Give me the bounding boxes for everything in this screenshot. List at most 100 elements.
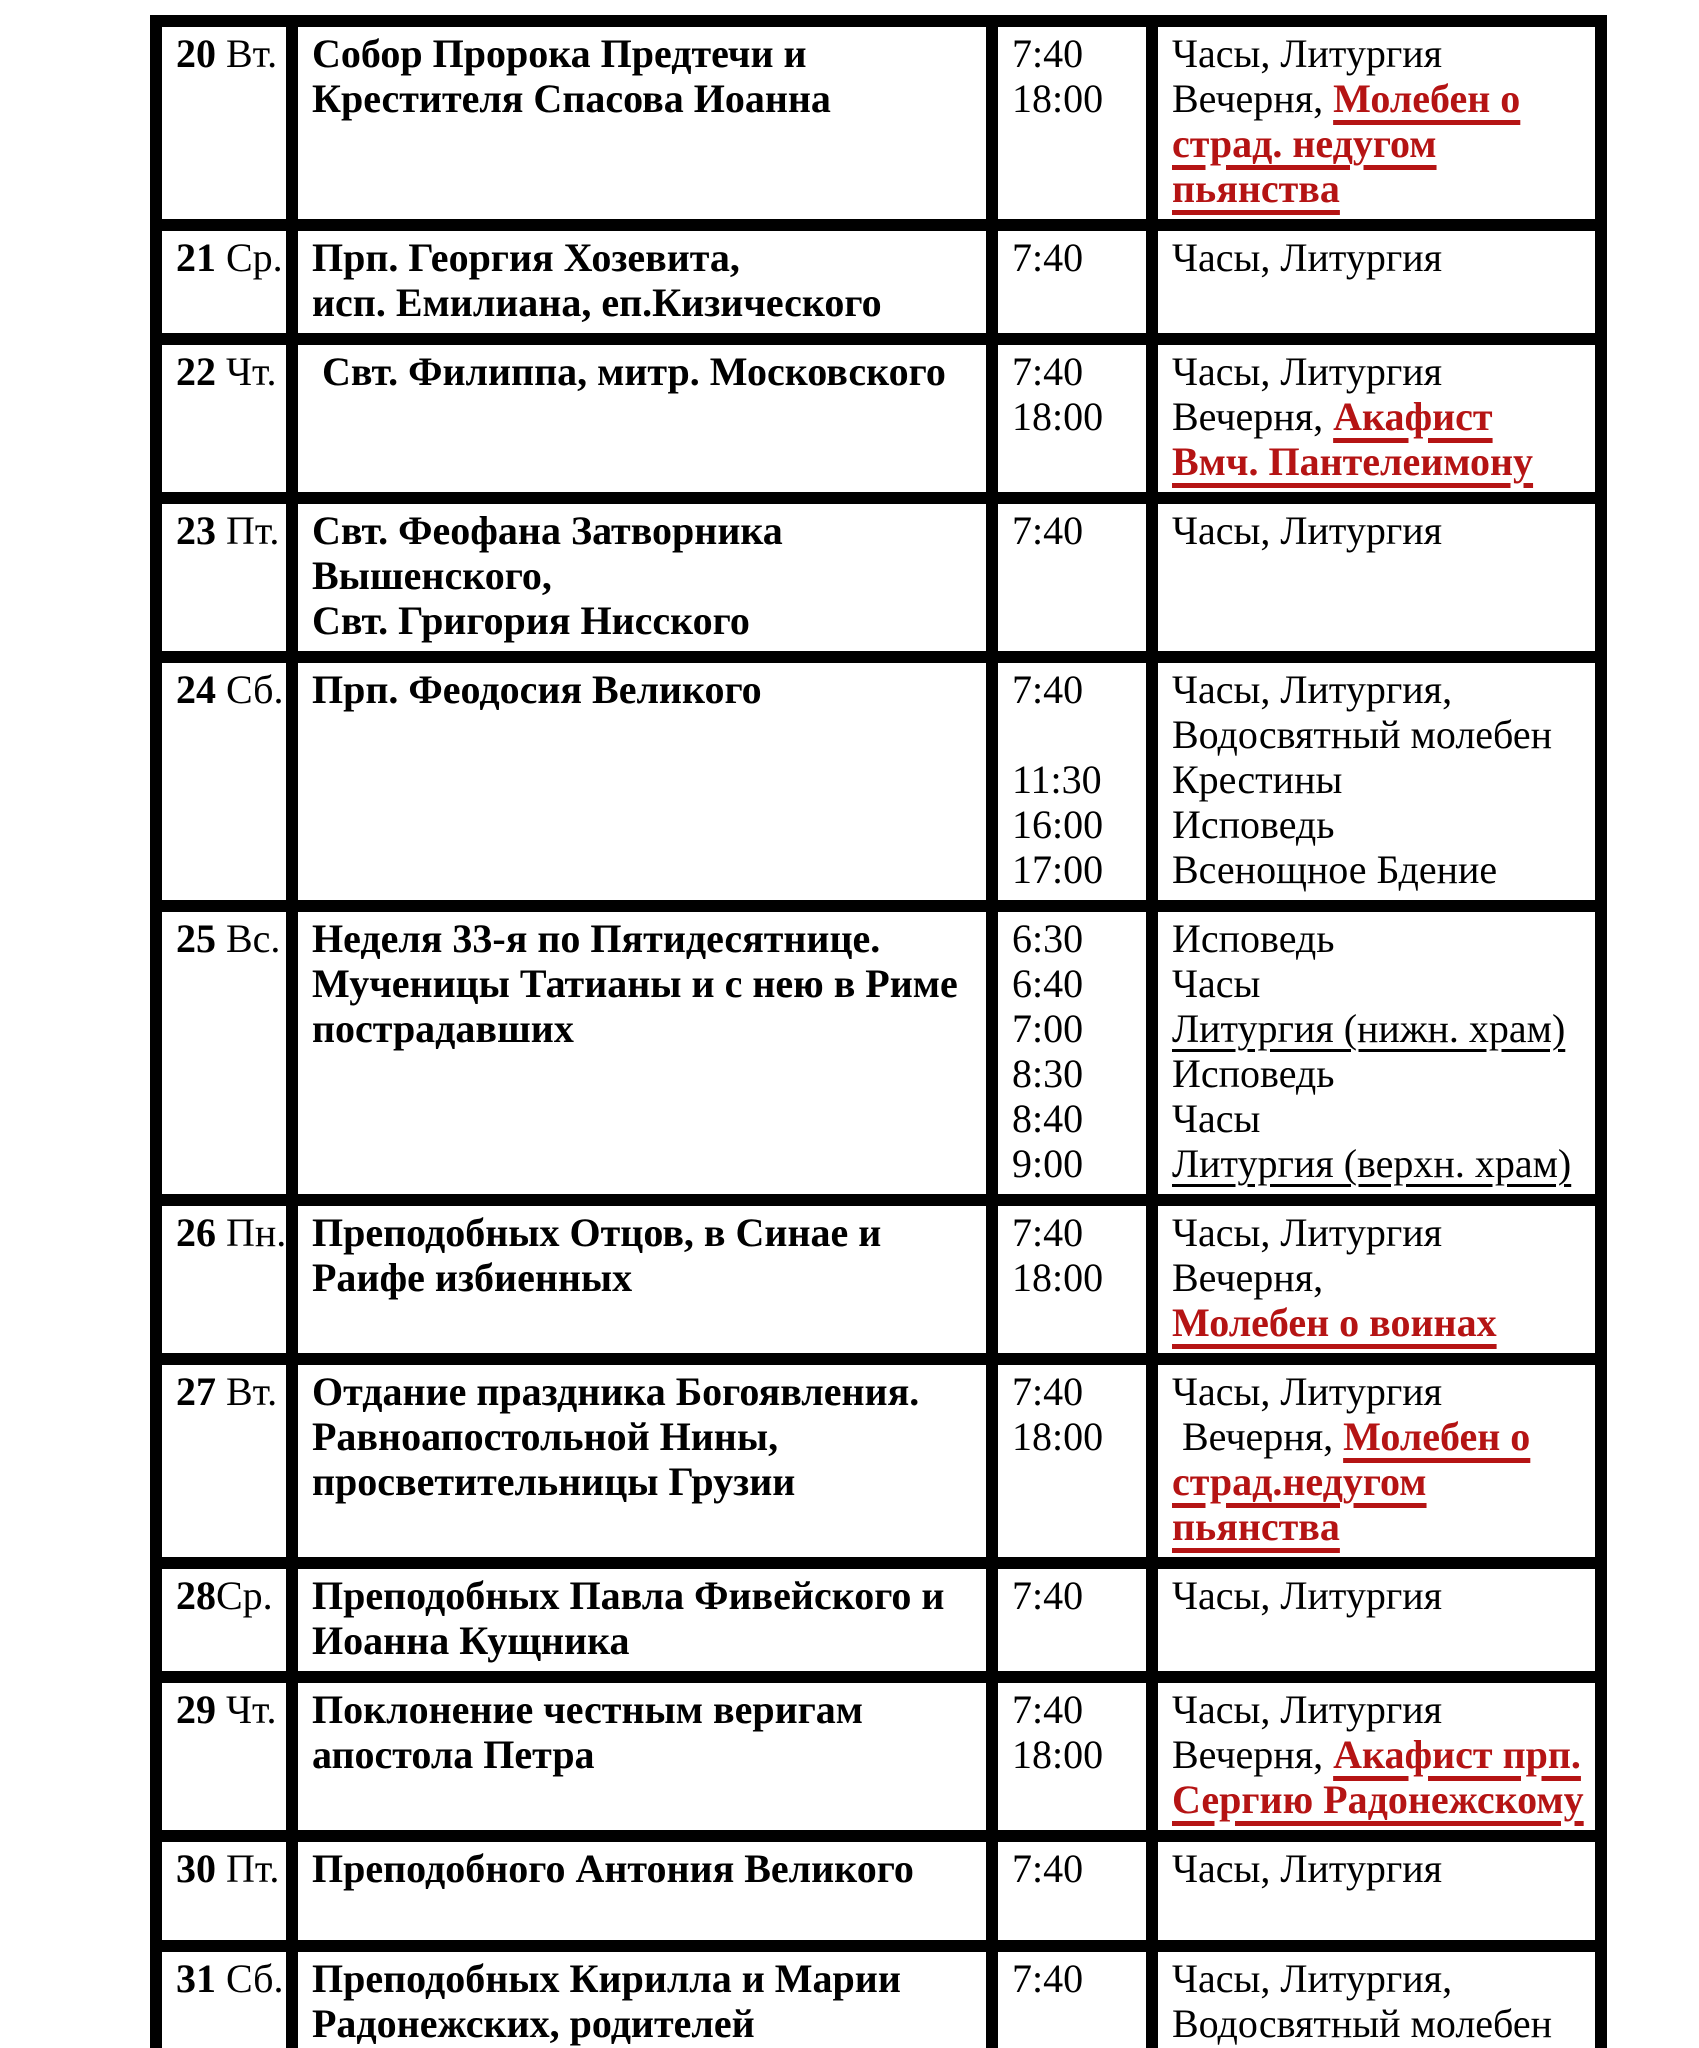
text-segment: Исповедь bbox=[1172, 1051, 1335, 1096]
time-value: 7:40 bbox=[1012, 1956, 1084, 2001]
schedule-row: 25 Вс. Неделя 33-я по Пятидесятнице. Муче… bbox=[150, 900, 1607, 1206]
services-cell: Часы, Литургия Вечерня, Акафист Вмч. Панте… bbox=[1146, 333, 1607, 504]
text-segment: Пн. bbox=[216, 1210, 287, 1255]
times-cell: 7:40 bbox=[986, 1830, 1158, 1952]
text-segment: Часы, Литургия bbox=[1172, 1573, 1443, 1618]
service-line: Вечерня, Молебен о bbox=[1172, 1414, 1581, 1459]
feast-line: Иоанна Кущника bbox=[312, 1618, 630, 1663]
service-line: Исповедь bbox=[1172, 918, 1581, 961]
feast-cell: Прп. Георгия Хозевита, исп. Емилиана, еп.… bbox=[286, 219, 998, 345]
service-line: Всенощное Бдение bbox=[1172, 847, 1581, 892]
time-value: 7:40 bbox=[1012, 667, 1084, 712]
text-segment: Часы, Литургия bbox=[1172, 1210, 1443, 1255]
feast-line: Крестителя Спасова Иоанна bbox=[312, 76, 831, 121]
schedule-table: 20 Вт. Собор Пророка Предтечи и Крестител… bbox=[150, 15, 1607, 2048]
time-value: 18:00 bbox=[1012, 394, 1104, 439]
feast-cell: Свт. Филиппа, митр. Московского bbox=[286, 333, 998, 504]
service-line: Часы, Литургия bbox=[1172, 1210, 1581, 1255]
feast-cell: Преподобных Отцов, в Синае и Раифе избиен… bbox=[286, 1194, 998, 1365]
times-cell: 7:40 18:00 bbox=[986, 333, 1158, 504]
time-value: 7:00 bbox=[1012, 1006, 1084, 1051]
service-line: Часы bbox=[1172, 961, 1581, 1006]
text-segment: Крестины bbox=[1172, 2046, 1342, 2048]
service-line: Вмч. Пантелеимону bbox=[1172, 439, 1581, 484]
text-segment: Литургия (верхн. храм) bbox=[1172, 1141, 1572, 1186]
times-cell: 7:40 18:00 bbox=[986, 15, 1158, 231]
service-line: Исповедь bbox=[1172, 1051, 1581, 1096]
text-segment: Крестины bbox=[1172, 757, 1343, 802]
text-segment: 20 bbox=[176, 31, 216, 76]
service-line: Часы, Литургия, bbox=[1172, 667, 1581, 712]
feast-line: апостола Петра bbox=[312, 1732, 595, 1777]
feast-line: Поклонение честным веригам bbox=[312, 1687, 864, 1732]
services-cell: Часы, Литургия Вечерня, Молебен о воинах bbox=[1146, 1194, 1607, 1365]
service-line: Водосвятный молебен bbox=[1172, 712, 1581, 757]
service-line: Часы, Литургия bbox=[1172, 510, 1581, 553]
time-value: 8:40 bbox=[1012, 1096, 1084, 1141]
time-value: 7:40 bbox=[1012, 508, 1084, 553]
services-cell: Часы, Литургия bbox=[1146, 1830, 1607, 1952]
schedule-row: 22 Чт. Свт. Филиппа, митр. Московского 7… bbox=[150, 333, 1607, 504]
text-segment: Часы, Литургия bbox=[1172, 1687, 1443, 1732]
time-value: 7:40 bbox=[1012, 1573, 1084, 1618]
text-segment: Вечерня, bbox=[1172, 1255, 1324, 1300]
feast-cell: Свт. Феофана Затворника Вышенского, Свт. Г… bbox=[286, 492, 998, 663]
service-line: Крестины bbox=[1172, 2046, 1581, 2048]
text-segment: Вечерня, bbox=[1172, 1414, 1344, 1459]
service-link-text: страд.недугом bbox=[1172, 1459, 1427, 1504]
service-line: Молебен о воинах bbox=[1172, 1300, 1581, 1345]
schedule-row: 20 Вт. Собор Пророка Предтечи и Крестител… bbox=[150, 15, 1607, 231]
text-segment: 30 bbox=[176, 1846, 216, 1891]
date-value: 29 Чт. bbox=[176, 1689, 276, 1732]
text-segment: Водосвятный молебен bbox=[1172, 712, 1553, 757]
feast-line: Преподобных Павла Фивейского и bbox=[312, 1573, 945, 1618]
time-value: 7:40 bbox=[1012, 349, 1084, 394]
times-cell: 7:40 18:00 bbox=[986, 1353, 1158, 1569]
text-segment: Пт. bbox=[216, 508, 280, 553]
text-segment: 26 bbox=[176, 1210, 216, 1255]
service-line: страд.недугом bbox=[1172, 1459, 1581, 1504]
date-value: 23 Пт. bbox=[176, 510, 279, 553]
service-link-text: пьянства bbox=[1172, 166, 1340, 211]
text-segment: Ср. bbox=[216, 1573, 273, 1618]
service-line: Часы, Литургия bbox=[1172, 1687, 1581, 1732]
text-segment: Часы, Литургия, bbox=[1172, 667, 1453, 712]
time-value: 6:40 bbox=[1012, 961, 1084, 1006]
text-segment: 22 bbox=[176, 349, 216, 394]
time-value: 8:30 bbox=[1012, 1051, 1084, 1096]
times-cell: 7:40 bbox=[986, 492, 1158, 663]
text-segment: 25 bbox=[176, 916, 216, 961]
text-segment: Вечерня, bbox=[1172, 394, 1334, 439]
feast-line: Преподобного Антония Великого bbox=[312, 1846, 914, 1891]
service-line: Часы bbox=[1172, 1096, 1581, 1141]
schedule-row: 24 Сб. Прп. Феодосия Великого 7:40 11:30 1… bbox=[150, 651, 1607, 912]
text-segment: 31 bbox=[176, 1956, 216, 2001]
text-segment: Часы, Литургия bbox=[1172, 349, 1443, 394]
date-cell: 31 Сб. bbox=[150, 1940, 298, 2048]
feast-cell: Отдание праздника Богоявления. Равноапост… bbox=[286, 1353, 998, 1569]
schedule-row: 26 Пн. Преподобных Отцов, в Синае и Раифе… bbox=[150, 1194, 1607, 1365]
text-segment: 27 bbox=[176, 1369, 216, 1414]
text-segment: Ср. bbox=[216, 235, 283, 280]
text-segment: 21 bbox=[176, 235, 216, 280]
text-segment: Водосвятный молебен bbox=[1172, 2001, 1553, 2046]
feast-line: Преподобных Отцов, в Синае и bbox=[312, 1210, 882, 1255]
times-cell: 7:40 18:00 bbox=[986, 1671, 1158, 1842]
service-link-text: страд. недугом bbox=[1172, 121, 1437, 166]
service-line: Вечерня, Акафист bbox=[1172, 394, 1581, 439]
text-segment: Всенощное Бдение bbox=[1172, 847, 1498, 892]
text-segment: Исповедь bbox=[1172, 802, 1335, 847]
feast-line: Раифе избиенных bbox=[312, 1255, 633, 1300]
text-segment: Часы, Литургия, bbox=[1172, 1956, 1453, 2001]
schedule-row: 21 Ср. Прп. Георгия Хозевита, исп. Емилиа… bbox=[150, 219, 1607, 345]
feast-line: Равноапостольной Нины, bbox=[312, 1414, 779, 1459]
time-value: 11:30 bbox=[1012, 2046, 1132, 2048]
time-value: 7:40 bbox=[1012, 1846, 1084, 1891]
service-line: Вечерня, Акафист прп. bbox=[1172, 1732, 1581, 1777]
date-cell: 22 Чт. bbox=[150, 333, 298, 504]
times-cell: 6:30 6:40 7:00 8:30 8:40 9:00 bbox=[986, 900, 1158, 1206]
time-value: 16:00 bbox=[1012, 802, 1104, 847]
date-cell: 24 Сб. bbox=[150, 651, 298, 912]
